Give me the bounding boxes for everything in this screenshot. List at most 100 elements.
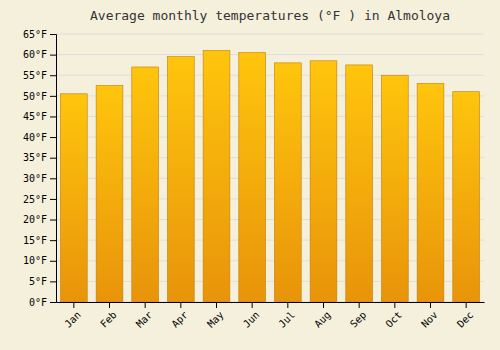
tick-mark: [50, 199, 56, 200]
tick-label: 65°F: [23, 29, 47, 40]
tick-mark: [73, 302, 74, 308]
y-axis: 0°F 5°F 10°F 15°F 20°F 25°F 30°F 35°F 40°F 45°F 50…: [23, 29, 57, 308]
axis-line: [57, 302, 485, 303]
tick: 60°F: [23, 49, 56, 60]
tick-mark: [50, 220, 56, 221]
tick: Aug: [312, 302, 333, 330]
tick-label: Aug: [312, 309, 333, 330]
tick-label: 0°F: [29, 297, 47, 308]
tick-label: May: [205, 309, 226, 330]
tick: 45°F: [23, 111, 56, 122]
grid: [56, 34, 484, 302]
tick-mark: [50, 75, 56, 76]
tick: 5°F: [29, 276, 56, 287]
bar: [310, 61, 337, 302]
tick-mark: [50, 261, 56, 262]
tick-label: Jul: [276, 309, 297, 330]
tick: 30°F: [23, 173, 56, 184]
tick-mark: [145, 302, 146, 308]
bar: [346, 65, 373, 302]
tick: Jun: [241, 302, 262, 330]
tick-label: 45°F: [23, 111, 47, 122]
tick-mark: [252, 302, 253, 308]
plot: 0°F 5°F 10°F 15°F 20°F 25°F 30°F 35°F 40°F 45°F 50…: [23, 29, 485, 330]
tick-mark: [216, 302, 217, 308]
tick-mark: [109, 302, 110, 308]
tick-label: Jan: [62, 309, 83, 330]
grid-line: [56, 34, 484, 35]
tick: 15°F: [23, 235, 56, 246]
bar: [60, 94, 87, 302]
bar: [417, 83, 444, 302]
tick-label: 40°F: [23, 132, 47, 143]
tick-label: 30°F: [23, 173, 47, 184]
tick-mark: [180, 302, 181, 308]
tick-mark: [50, 137, 56, 138]
bar: [132, 67, 159, 302]
axis-line: [50, 35, 57, 303]
tick: 50°F: [23, 91, 56, 102]
tick: 10°F: [23, 255, 56, 266]
bar: [203, 50, 230, 302]
chart: 0°F 5°F 10°F 15°F 20°F 25°F 30°F 35°F 40°F 45°F 50…: [0, 0, 500, 350]
tick: Apr: [169, 302, 190, 330]
tick-mark: [50, 302, 56, 303]
tick-mark: [466, 302, 467, 308]
tick: 65°F: [23, 29, 56, 40]
tick-mark: [50, 34, 56, 35]
title: Average monthly temperatures (°F ) in Al…: [90, 8, 450, 23]
tick: 0°F: [29, 297, 56, 308]
tick-label: 55°F: [23, 70, 47, 81]
tick-label: 20°F: [23, 214, 47, 225]
tick: Mar: [134, 302, 155, 330]
tick: Oct: [383, 302, 404, 330]
tick: Jan: [62, 302, 83, 330]
tick-mark: [323, 302, 324, 308]
tick: Feb: [98, 302, 119, 330]
tick-label: Feb: [98, 309, 119, 330]
bar: [96, 86, 123, 302]
tick-mark: [50, 116, 56, 117]
tick-label: 50°F: [23, 91, 47, 102]
tick: Dec: [455, 302, 476, 330]
tick-label: Jun: [241, 309, 262, 330]
tick: 55°F: [23, 70, 56, 81]
tick: Nov: [419, 302, 440, 330]
tick-label: Apr: [169, 309, 190, 330]
tick-mark: [50, 158, 56, 159]
tick-mark: [50, 281, 56, 282]
tick-label: 60°F: [23, 49, 47, 60]
tick: 25°F: [23, 194, 56, 205]
tick-label: Dec: [455, 309, 476, 330]
tick: 35°F: [23, 152, 56, 163]
tick-label: Sep: [348, 309, 369, 330]
tick-label: Nov: [419, 309, 440, 330]
tick-mark: [50, 96, 56, 97]
tick-mark: [50, 55, 56, 56]
bar: [453, 92, 480, 302]
tick-mark: [50, 178, 56, 179]
tick-label: 10°F: [23, 255, 47, 266]
grid-line: [56, 75, 484, 76]
tick: May: [205, 302, 226, 330]
tick: Sep: [348, 302, 369, 330]
tick-label: 25°F: [23, 194, 47, 205]
bars: [60, 50, 479, 302]
tick-mark: [394, 302, 395, 308]
bar: [167, 57, 194, 302]
tick-label: Mar: [134, 309, 155, 330]
bar: [274, 63, 301, 302]
x-axis: Jan Feb Mar Apr May Jun Jul Aug Sep Oct Nov Dec: [57, 302, 485, 330]
tick-mark: [50, 240, 56, 241]
tick-label: 15°F: [23, 235, 47, 246]
tick-label: 5°F: [29, 276, 47, 287]
tick-mark: [359, 302, 360, 308]
tick-label: Oct: [383, 309, 404, 330]
bar: [381, 75, 408, 302]
tick-mark: [430, 302, 431, 308]
bar: [239, 53, 266, 302]
tick: 40°F: [23, 132, 56, 143]
tick: 20°F: [23, 214, 56, 225]
tick-mark: [287, 302, 288, 308]
tick-label: 35°F: [23, 152, 47, 163]
